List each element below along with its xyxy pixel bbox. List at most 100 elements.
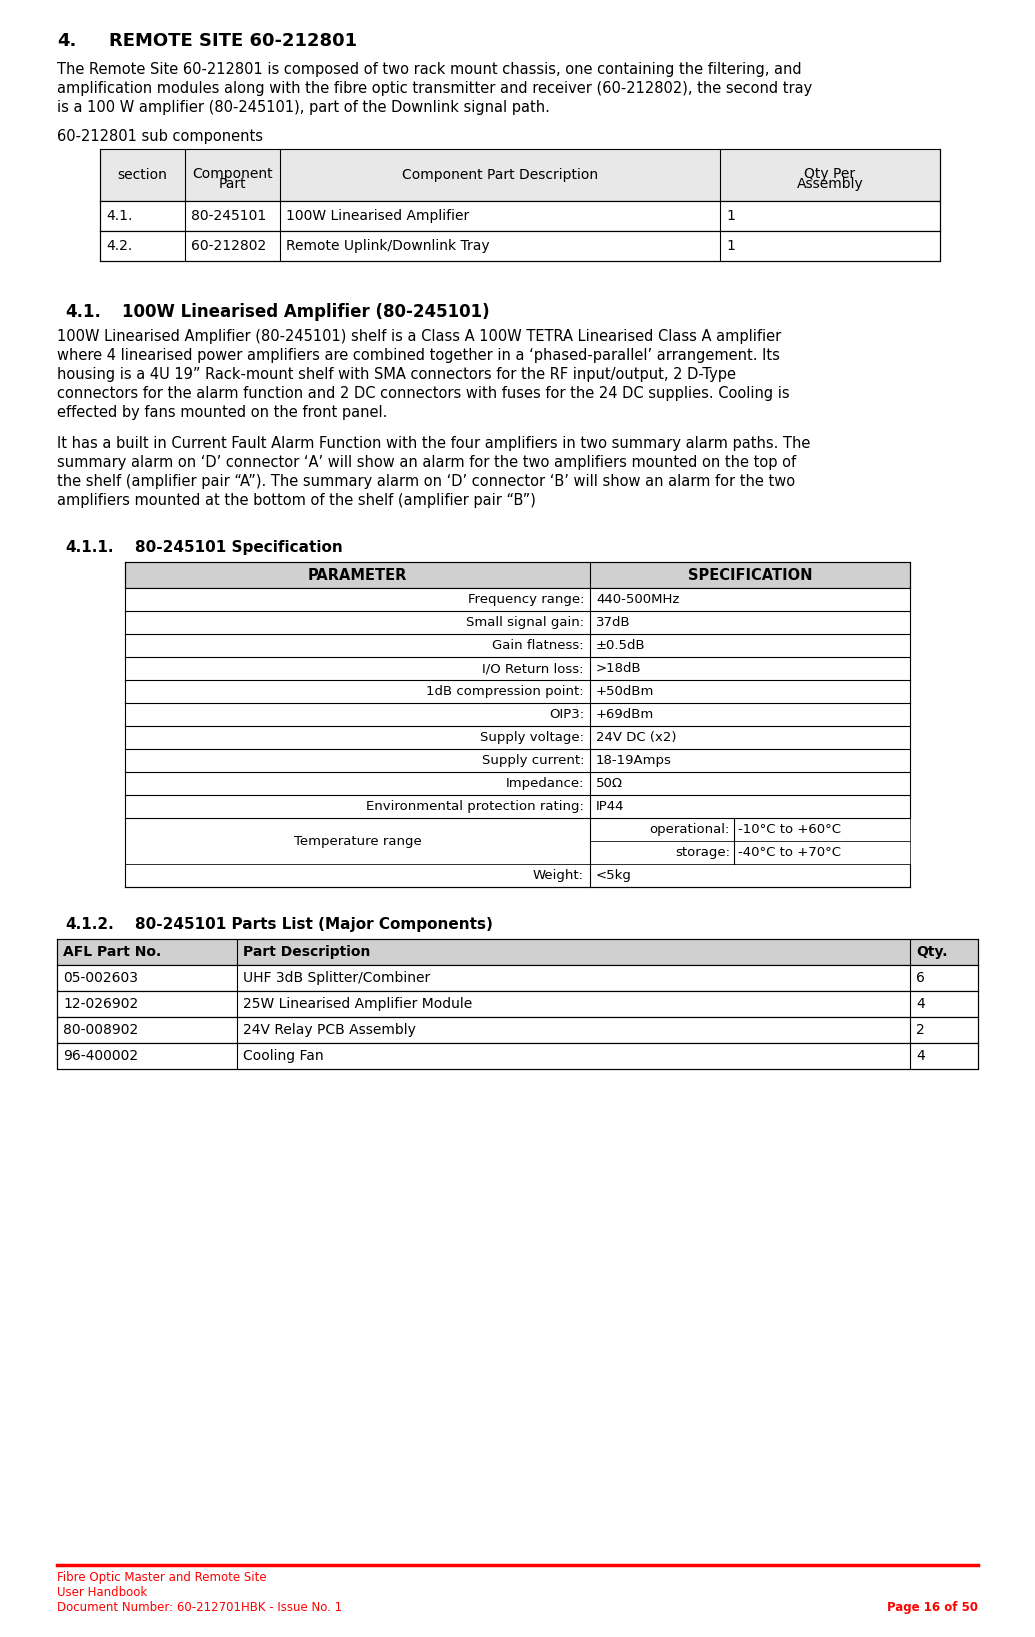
Text: Component Part Description: Component Part Description [402, 169, 598, 182]
Text: Remote Uplink/Downlink Tray: Remote Uplink/Downlink Tray [286, 239, 490, 254]
Text: 4.1.: 4.1. [65, 303, 100, 321]
Text: 80-245101 Parts List (Major Components): 80-245101 Parts List (Major Components) [135, 917, 493, 931]
Text: section: section [118, 169, 168, 182]
Text: 4.1.1.: 4.1.1. [65, 540, 114, 555]
Text: where 4 linearised power amplifiers are combined together in a ‘phased-parallel’: where 4 linearised power amplifiers are … [57, 349, 780, 363]
Text: 60-212801 sub components: 60-212801 sub components [57, 129, 263, 144]
Text: operational:: operational: [650, 823, 730, 837]
Text: Part Description: Part Description [243, 945, 371, 959]
Bar [590, 841, 734, 864]
Text: +50dBm: +50dBm [596, 684, 654, 697]
Text: I/O Return loss:: I/O Return loss: [482, 661, 584, 674]
Bar [125, 702, 910, 725]
Bar [57, 940, 978, 964]
Text: summary alarm on ‘D’ connector ‘A’ will show an alarm for the two amplifiers mou: summary alarm on ‘D’ connector ‘A’ will … [57, 455, 796, 470]
Bar [100, 201, 940, 231]
Bar [57, 1017, 978, 1043]
Text: AFL Part No.: AFL Part No. [63, 945, 161, 959]
Text: ±0.5dB: ±0.5dB [596, 638, 646, 652]
Text: amplification modules along with the fibre optic transmitter and receiver (60-21: amplification modules along with the fib… [57, 80, 812, 97]
Text: 4: 4 [916, 1049, 924, 1062]
Text: Part: Part [218, 177, 246, 192]
Text: -10°C to +60°C: -10°C to +60°C [738, 823, 841, 837]
Text: 05-002603: 05-002603 [63, 971, 138, 985]
Bar [125, 750, 910, 773]
Text: 24V DC (x2): 24V DC (x2) [596, 732, 677, 743]
Text: 6: 6 [916, 971, 925, 985]
Text: 80-245101 Specification: 80-245101 Specification [135, 540, 343, 555]
Text: Fibre Optic Master and Remote Site: Fibre Optic Master and Remote Site [57, 1572, 267, 1585]
Text: 4.1.: 4.1. [106, 210, 132, 223]
Bar [100, 149, 940, 201]
Text: Temperature range: Temperature range [294, 835, 421, 848]
Text: Frequency range:: Frequency range: [468, 593, 584, 606]
Text: storage:: storage: [675, 846, 730, 859]
Text: Supply current:: Supply current: [481, 755, 584, 768]
Text: Supply voltage:: Supply voltage: [480, 732, 584, 743]
Bar [125, 588, 910, 611]
Text: The Remote Site 60-212801 is composed of two rack mount chassis, one containing : The Remote Site 60-212801 is composed of… [57, 62, 802, 77]
Bar [125, 725, 910, 750]
Text: 1: 1 [726, 210, 735, 223]
Text: housing is a 4U 19” Rack-mount shelf with SMA connectors for the RF input/output: housing is a 4U 19” Rack-mount shelf wit… [57, 367, 736, 381]
Bar [57, 990, 978, 1017]
Bar [125, 679, 910, 702]
Text: Component: Component [193, 167, 273, 182]
Bar [125, 864, 910, 887]
Bar [125, 773, 910, 796]
Bar [100, 231, 940, 260]
Text: 2: 2 [916, 1023, 924, 1036]
Text: 1: 1 [726, 239, 735, 254]
Text: OIP3:: OIP3: [549, 707, 584, 720]
Bar [125, 611, 910, 634]
Text: Cooling Fan: Cooling Fan [243, 1049, 324, 1062]
Text: the shelf (amplifier pair “A”). The summary alarm on ‘D’ connector ‘B’ will show: the shelf (amplifier pair “A”). The summ… [57, 475, 795, 489]
Text: 4.2.: 4.2. [106, 239, 132, 254]
Text: 100W Linearised Amplifier (80-245101): 100W Linearised Amplifier (80-245101) [122, 303, 490, 321]
Text: REMOTE SITE 60-212801: REMOTE SITE 60-212801 [109, 33, 357, 51]
Text: 60-212802: 60-212802 [191, 239, 266, 254]
Text: Qty.: Qty. [916, 945, 947, 959]
Text: 4.: 4. [57, 33, 77, 51]
Text: Weight:: Weight: [533, 869, 584, 882]
Text: >18dB: >18dB [596, 661, 642, 674]
Bar [125, 634, 910, 656]
Text: IP44: IP44 [596, 800, 624, 814]
Text: Document Number: 60-212701HBK - Issue No. 1: Document Number: 60-212701HBK - Issue No… [57, 1601, 343, 1614]
Text: 1dB compression point:: 1dB compression point: [426, 684, 584, 697]
Text: <5kg: <5kg [596, 869, 632, 882]
Text: effected by fans mounted on the front panel.: effected by fans mounted on the front pa… [57, 404, 387, 421]
Text: UHF 3dB Splitter/Combiner: UHF 3dB Splitter/Combiner [243, 971, 431, 985]
Text: Impedance:: Impedance: [505, 778, 584, 791]
Text: 80-008902: 80-008902 [63, 1023, 139, 1036]
Text: 50Ω: 50Ω [596, 778, 623, 791]
Bar [125, 656, 910, 679]
Text: Environmental protection rating:: Environmental protection rating: [366, 800, 584, 814]
Text: PARAMETER: PARAMETER [307, 568, 407, 583]
Bar [734, 818, 910, 841]
Text: It has a built in Current Fault Alarm Function with the four amplifiers in two s: It has a built in Current Fault Alarm Fu… [57, 435, 810, 452]
Text: Small signal gain:: Small signal gain: [466, 616, 584, 629]
Bar [57, 964, 978, 990]
Text: SPECIFICATION: SPECIFICATION [687, 568, 812, 583]
Text: 12-026902: 12-026902 [63, 997, 139, 1012]
Text: is a 100 W amplifier (80-245101), part of the Downlink signal path.: is a 100 W amplifier (80-245101), part o… [57, 100, 550, 115]
Text: -40°C to +70°C: -40°C to +70°C [738, 846, 841, 859]
Text: 100W Linearised Amplifier (80-245101) shelf is a Class A 100W TETRA Linearised C: 100W Linearised Amplifier (80-245101) sh… [57, 329, 781, 344]
Text: Qty Per: Qty Per [804, 167, 856, 182]
Text: 24V Relay PCB Assembly: 24V Relay PCB Assembly [243, 1023, 416, 1036]
Bar [125, 796, 910, 818]
Text: 37dB: 37dB [596, 616, 630, 629]
Text: User Handbook: User Handbook [57, 1586, 147, 1599]
Text: 100W Linearised Amplifier: 100W Linearised Amplifier [286, 210, 469, 223]
Bar [734, 841, 910, 864]
Text: 96-400002: 96-400002 [63, 1049, 138, 1062]
Text: 25W Linearised Amplifier Module: 25W Linearised Amplifier Module [243, 997, 472, 1012]
Text: Gain flatness:: Gain flatness: [493, 638, 584, 652]
Bar [57, 1043, 978, 1069]
Text: amplifiers mounted at the bottom of the shelf (amplifier pair “B”): amplifiers mounted at the bottom of the … [57, 493, 536, 507]
Text: 4: 4 [916, 997, 924, 1012]
Bar [590, 818, 734, 841]
Text: connectors for the alarm function and 2 DC connectors with fuses for the 24 DC s: connectors for the alarm function and 2 … [57, 386, 790, 401]
Text: 18-19Amps: 18-19Amps [596, 755, 672, 768]
